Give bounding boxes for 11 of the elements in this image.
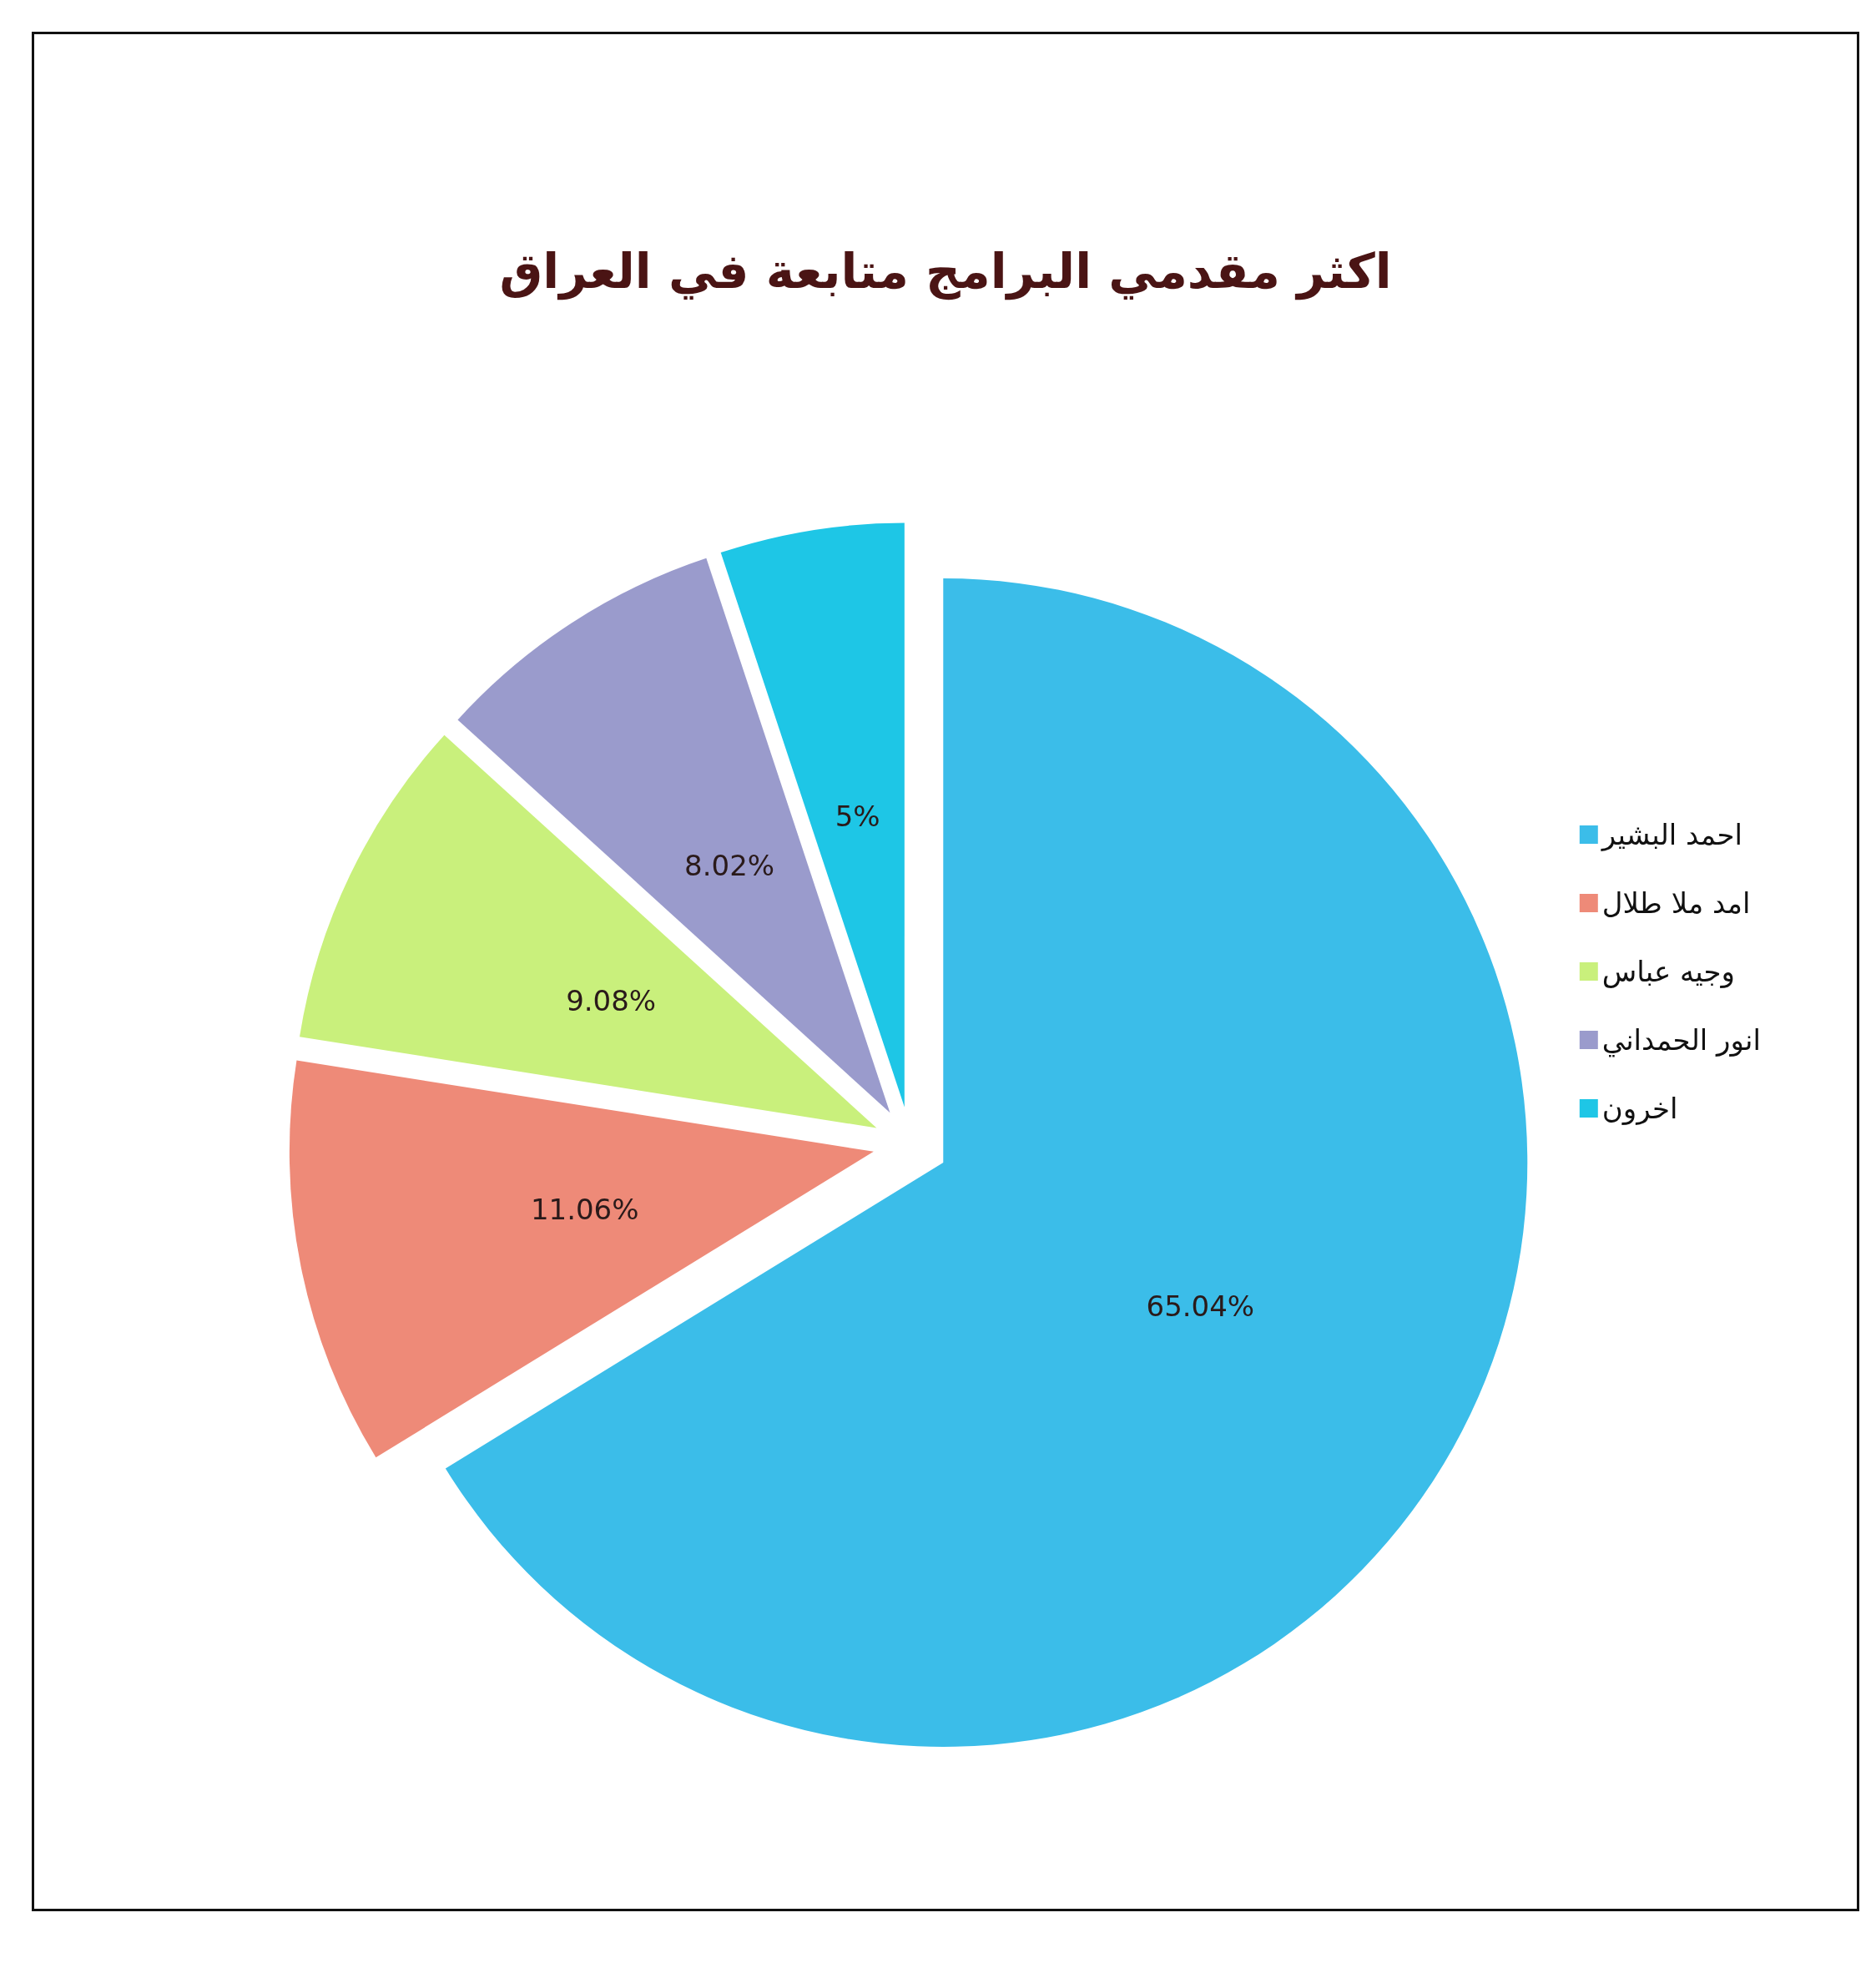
data-label: 9.08%	[566, 983, 657, 1017]
data-label: 8.02%	[684, 849, 775, 883]
data-label: 65.04%	[1146, 1289, 1255, 1324]
data-label: 11.06%	[530, 1192, 639, 1226]
chart-title: اكثر مقدمي البرامج متابعة في العراق	[499, 243, 1392, 300]
legend-label: امد ملا طلال	[1601, 886, 1751, 920]
legend-label: وجيه عباس	[1601, 955, 1735, 989]
legend-label: احمد البشير	[1600, 818, 1742, 852]
legend-label: اخرون	[1601, 1092, 1678, 1126]
data-label: 5%	[835, 800, 880, 834]
legend-label: انور الحمداني	[1601, 1023, 1762, 1057]
